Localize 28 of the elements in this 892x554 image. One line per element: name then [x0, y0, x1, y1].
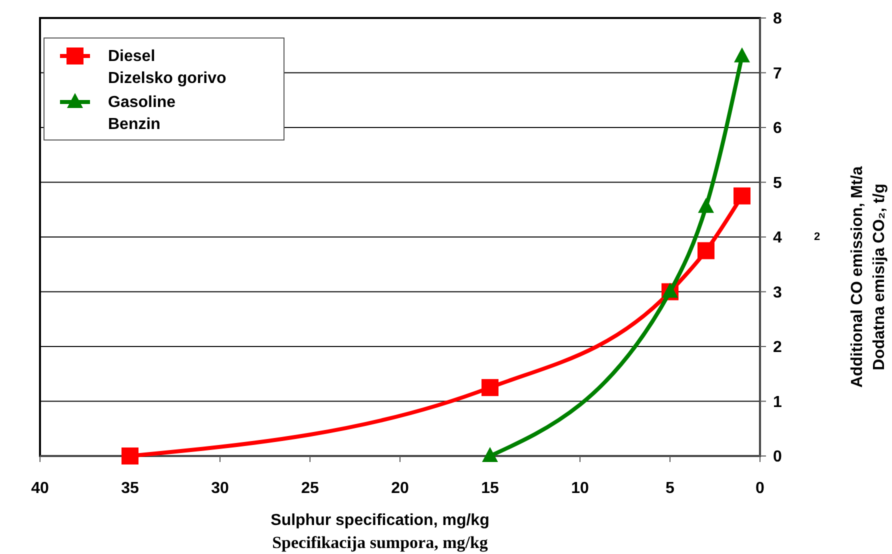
point — [698, 198, 714, 213]
y-tick-label: 4 — [773, 230, 782, 247]
x-tick-label: 10 — [571, 480, 589, 497]
y-tick-label: 7 — [773, 65, 782, 82]
x-tick-label: 20 — [391, 480, 409, 497]
point — [122, 448, 138, 464]
x-tick-label: 0 — [756, 480, 765, 497]
x-tick-label: 15 — [481, 480, 499, 497]
text: 2 — [814, 231, 820, 243]
y-tick-label: 0 — [773, 448, 782, 466]
y-tick-label: 1 — [773, 394, 782, 411]
x-axis-title: Sulphur specification, mg/kg Specifikacija sumpora, mg/kg — [270, 512, 490, 552]
x-tick-label: 40 — [31, 480, 49, 497]
y-tick-label: 5 — [773, 174, 782, 192]
point — [734, 47, 750, 62]
point — [482, 379, 498, 396]
y-tick-label: 6 — [773, 120, 782, 138]
legend-label: Gasoline Benzin — [108, 94, 176, 133]
x-tick-label: 25 — [301, 480, 319, 497]
x-tick-label: 30 — [211, 480, 229, 497]
y-tick-label: 8 — [773, 10, 782, 28]
point — [698, 242, 714, 260]
y-tick-label: 3 — [773, 284, 782, 302]
y-tick-label: 2 — [773, 339, 782, 356]
x-tick-label: 35 — [121, 480, 139, 497]
x-tick-label: 5 — [666, 480, 675, 497]
point — [734, 187, 750, 204]
legend-label: Diesel Dizelsko gorivo — [108, 48, 226, 87]
